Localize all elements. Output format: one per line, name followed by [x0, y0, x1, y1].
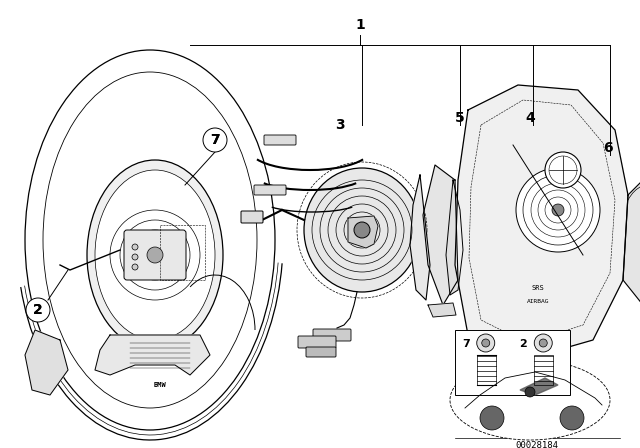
Polygon shape	[423, 165, 458, 305]
Polygon shape	[428, 303, 456, 317]
Circle shape	[560, 406, 584, 430]
Circle shape	[545, 152, 581, 188]
Circle shape	[354, 222, 370, 238]
Text: 3: 3	[335, 118, 345, 132]
Polygon shape	[455, 85, 628, 360]
Circle shape	[525, 387, 535, 397]
Ellipse shape	[87, 160, 223, 350]
Polygon shape	[465, 372, 602, 415]
Circle shape	[516, 168, 600, 252]
Text: AIRBAG: AIRBAG	[527, 299, 549, 304]
FancyBboxPatch shape	[306, 347, 336, 357]
Ellipse shape	[304, 168, 420, 292]
Text: 7: 7	[462, 339, 470, 349]
Bar	[534, 355, 553, 385]
Text: 1: 1	[355, 18, 365, 32]
Circle shape	[147, 247, 163, 263]
Ellipse shape	[25, 50, 275, 430]
Circle shape	[132, 254, 138, 260]
Polygon shape	[520, 378, 558, 395]
Bar	[160, 225, 205, 280]
Circle shape	[203, 128, 227, 152]
Circle shape	[477, 334, 495, 352]
FancyBboxPatch shape	[313, 329, 351, 341]
Polygon shape	[410, 175, 430, 300]
Polygon shape	[348, 216, 378, 248]
Text: BMW: BMW	[154, 382, 166, 388]
Bar	[455, 330, 570, 395]
Polygon shape	[95, 335, 210, 375]
Polygon shape	[446, 180, 463, 295]
Text: 00028184: 00028184	[515, 440, 559, 448]
Circle shape	[482, 339, 490, 347]
Text: 6: 6	[603, 141, 613, 155]
FancyBboxPatch shape	[264, 135, 296, 145]
Text: 4: 4	[525, 111, 535, 125]
Text: 7: 7	[210, 133, 220, 147]
Circle shape	[480, 406, 504, 430]
Text: 2: 2	[33, 303, 43, 317]
FancyBboxPatch shape	[254, 185, 286, 195]
Circle shape	[132, 244, 138, 250]
Text: 5: 5	[455, 111, 465, 125]
Polygon shape	[623, 175, 640, 305]
Text: 2: 2	[33, 303, 43, 317]
Ellipse shape	[95, 170, 215, 340]
FancyBboxPatch shape	[241, 211, 263, 223]
Ellipse shape	[43, 72, 257, 408]
Circle shape	[540, 339, 547, 347]
Circle shape	[552, 204, 564, 216]
Text: 2: 2	[520, 339, 527, 349]
Bar	[477, 355, 496, 385]
Circle shape	[132, 264, 138, 270]
FancyBboxPatch shape	[298, 336, 336, 348]
Text: SRS: SRS	[532, 285, 545, 291]
Polygon shape	[25, 330, 68, 395]
FancyBboxPatch shape	[124, 230, 186, 280]
Circle shape	[534, 334, 552, 352]
Ellipse shape	[450, 360, 610, 440]
Text: 7: 7	[210, 133, 220, 147]
Circle shape	[26, 298, 50, 322]
